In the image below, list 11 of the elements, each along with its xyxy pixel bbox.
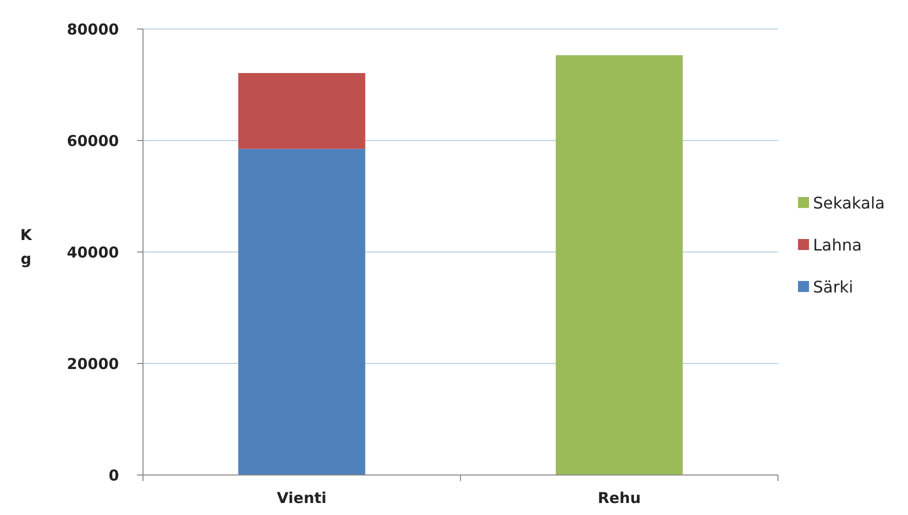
y-tick-label: 80000 (66, 20, 119, 38)
x-tick-label: Rehu (598, 489, 641, 507)
y-tick-label: 0 (108, 466, 119, 484)
x-tick-label: Vienti (276, 489, 327, 507)
y-tick-label: 60000 (66, 132, 119, 150)
legend-label: Sekakala (813, 194, 885, 213)
y-tick-label: 40000 (66, 243, 119, 262)
legend-label: Särki (813, 278, 854, 297)
y-axis-title: Kg (20, 226, 34, 268)
legend-label: Lahna (813, 236, 862, 255)
y-tick-label: 20000 (66, 354, 119, 373)
